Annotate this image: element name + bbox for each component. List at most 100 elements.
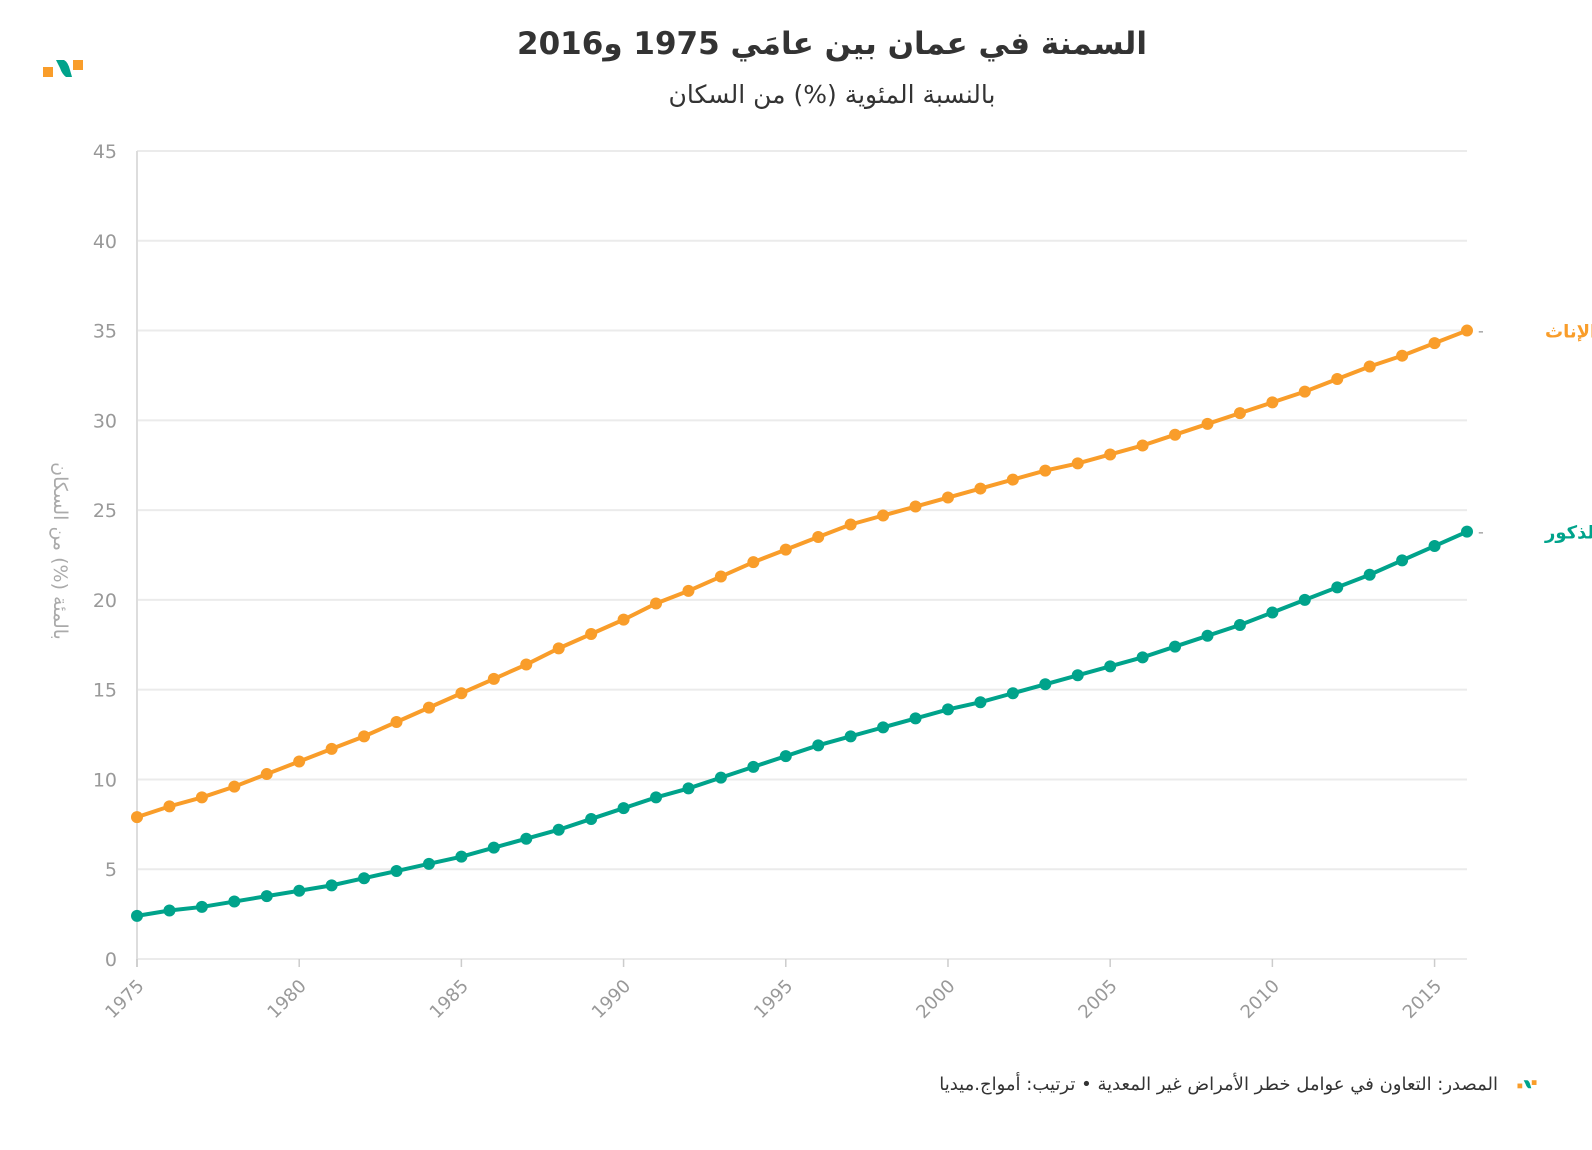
x-tick-label: 2015 [1399, 976, 1446, 1023]
data-point-males [358, 872, 371, 885]
data-point-females [812, 531, 825, 544]
data-point-males [714, 771, 727, 784]
data-point-females [390, 715, 403, 728]
data-point-males [422, 857, 435, 870]
x-tick-label: 1975 [101, 976, 148, 1023]
data-point-females [1071, 457, 1084, 470]
y-tick-label: 20 [93, 590, 117, 612]
label-dash: - [1478, 523, 1484, 542]
data-point-females [585, 628, 598, 641]
label-dash: - [1478, 322, 1484, 341]
data-point-males [520, 832, 533, 845]
data-point-males [812, 739, 825, 752]
data-point-males [1104, 660, 1117, 673]
data-point-females [422, 701, 435, 714]
data-point-males [1169, 640, 1182, 653]
data-point-males [1298, 593, 1311, 606]
data-point-females [1136, 439, 1149, 452]
data-point-males [1363, 568, 1376, 581]
data-point-males [325, 879, 338, 892]
data-point-females [131, 811, 143, 824]
data-point-males [1136, 651, 1149, 664]
data-point-males [195, 900, 208, 913]
data-point-males [1396, 554, 1409, 567]
data-point-males [552, 823, 565, 836]
data-point-females [877, 509, 890, 522]
data-point-females [552, 642, 565, 655]
data-point-females [1233, 407, 1246, 420]
data-point-females [455, 687, 468, 700]
y-tick-label: 35 [93, 321, 117, 343]
data-point-females [1006, 473, 1019, 486]
series-label-males: الذكور [1544, 523, 1592, 544]
data-point-males [293, 884, 306, 897]
data-point-males [650, 791, 663, 804]
logo-icon [43, 60, 83, 77]
data-point-males [974, 696, 987, 709]
data-point-males [1428, 540, 1441, 553]
data-point-males [228, 895, 241, 908]
chart-subtitle: بالنسبة المئوية (%) من السكان [668, 80, 996, 109]
data-point-females [358, 730, 371, 743]
data-point-males [779, 750, 792, 763]
y-tick-label: 0 [105, 949, 117, 971]
data-point-females [195, 791, 208, 804]
chart-title: السمنة في عمان بين عامَي 1975 و2016 [517, 26, 1147, 62]
data-point-females [1104, 448, 1117, 461]
data-point-males [1266, 606, 1279, 619]
data-point-males [163, 904, 176, 917]
data-point-females [1201, 417, 1214, 430]
data-point-males [1461, 525, 1473, 538]
y-tick-label: 15 [93, 680, 117, 702]
data-point-males [844, 730, 857, 743]
data-point-females [650, 597, 663, 610]
x-tick-label: 2010 [1237, 976, 1284, 1023]
data-point-females [1169, 428, 1182, 441]
data-point-males [487, 841, 500, 854]
data-point-females [1428, 337, 1441, 350]
data-point-females [941, 491, 954, 504]
data-point-females [779, 543, 792, 556]
x-tick-label: 1980 [263, 976, 310, 1023]
data-point-females [617, 613, 630, 626]
data-point-females [163, 800, 176, 813]
data-point-females [1396, 349, 1409, 362]
data-point-males [455, 850, 468, 863]
data-point-males [260, 890, 273, 903]
data-point-females [487, 672, 500, 685]
data-point-males [1071, 669, 1084, 682]
data-point-females [1461, 324, 1473, 337]
source-footer: المصدر: التعاون في عوامل خطر الأمراض غير… [939, 1074, 1498, 1095]
x-tick-label: 1995 [750, 976, 797, 1023]
data-point-males [1233, 619, 1246, 632]
series-label-females: الإناث [1545, 322, 1592, 343]
footer-logo-icon [1517, 1080, 1537, 1089]
data-point-females [260, 768, 273, 781]
data-point-females [1363, 360, 1376, 373]
y-tick-label: 5 [105, 859, 117, 881]
data-point-females [682, 584, 695, 597]
data-point-females [909, 500, 922, 513]
x-tick-label: 2000 [912, 976, 959, 1023]
data-point-females [747, 556, 760, 569]
data-point-males [941, 703, 954, 716]
data-point-females [1298, 385, 1311, 398]
y-tick-label: 10 [93, 769, 117, 791]
data-point-females [228, 780, 241, 793]
x-tick-label: 1985 [426, 976, 473, 1023]
data-point-females [714, 570, 727, 583]
data-point-males [909, 712, 922, 725]
data-point-males [585, 812, 598, 825]
data-point-females [844, 518, 857, 531]
data-point-males [747, 760, 760, 773]
x-tick-label: 2005 [1074, 976, 1121, 1023]
data-point-males [390, 865, 403, 878]
data-point-females [974, 482, 987, 495]
y-tick-label: 40 [93, 231, 117, 253]
data-point-females [325, 742, 338, 755]
data-point-males [1006, 687, 1019, 700]
data-point-females [293, 755, 306, 768]
series-line-males [136, 529, 1468, 918]
